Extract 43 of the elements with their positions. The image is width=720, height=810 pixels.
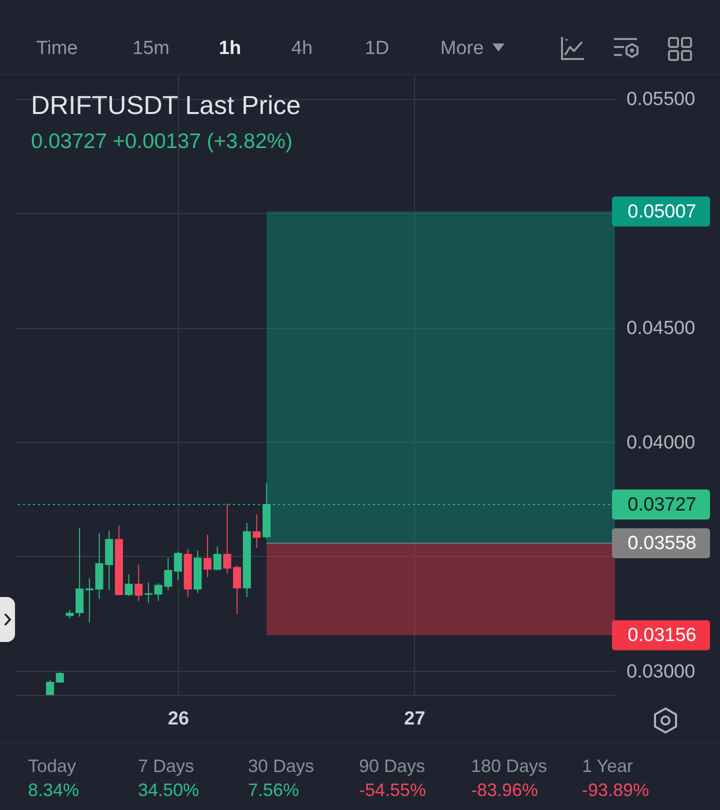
candlestick: [46, 680, 54, 695]
candlestick: [213, 546, 222, 571]
text: More: [440, 38, 484, 60]
y-tick-label: 0.04500: [626, 318, 696, 340]
text: 1 Year: [582, 756, 634, 777]
band-label: 0.05007: [628, 201, 696, 222]
text: 180 Days: [471, 756, 548, 777]
candlestick: [204, 534, 212, 578]
ref-line-label: 0.03558: [628, 533, 696, 554]
text: 90 Days: [359, 756, 426, 777]
y-tick-label: 0.05500: [626, 89, 696, 110]
text: 34.50%: [138, 780, 200, 801]
candlestick: [56, 672, 64, 683]
candlestick: [124, 574, 133, 597]
candlestick: [223, 503, 232, 574]
candlestick: [233, 564, 242, 615]
candlestick: [76, 528, 84, 618]
text: 7.56%: [248, 780, 300, 801]
text: -93.89%: [582, 780, 650, 801]
x-tick-label: 27: [404, 708, 426, 730]
candlestick: [144, 582, 152, 604]
text: 1D: [364, 38, 390, 60]
candlestick: [252, 514, 261, 548]
text: 7 Days: [138, 756, 194, 777]
text: -83.96%: [471, 780, 538, 801]
ref-line-label: 0.03727: [628, 494, 696, 516]
text: -54.55%: [359, 780, 426, 801]
text: DRIFTUSDT Last Price: [31, 90, 301, 120]
y-tick-label: 0.03000: [626, 661, 696, 682]
y-tick-label: 0.04000: [626, 432, 696, 454]
text: 0.03727 +0.00137 (+3.82%): [31, 130, 293, 154]
candlestick: [174, 550, 182, 581]
text: 4h: [291, 38, 313, 60]
band-label: 0.03156: [628, 625, 696, 646]
text: 15m: [132, 38, 170, 60]
candlestick: [85, 578, 94, 624]
text: Time: [36, 38, 78, 60]
text: 8.34%: [28, 780, 80, 801]
candlestick: [134, 564, 143, 602]
text: Today: [28, 756, 76, 777]
x-tick-label: 26: [168, 708, 190, 730]
text: 30 Days: [248, 756, 314, 777]
text: 1h: [218, 38, 242, 60]
